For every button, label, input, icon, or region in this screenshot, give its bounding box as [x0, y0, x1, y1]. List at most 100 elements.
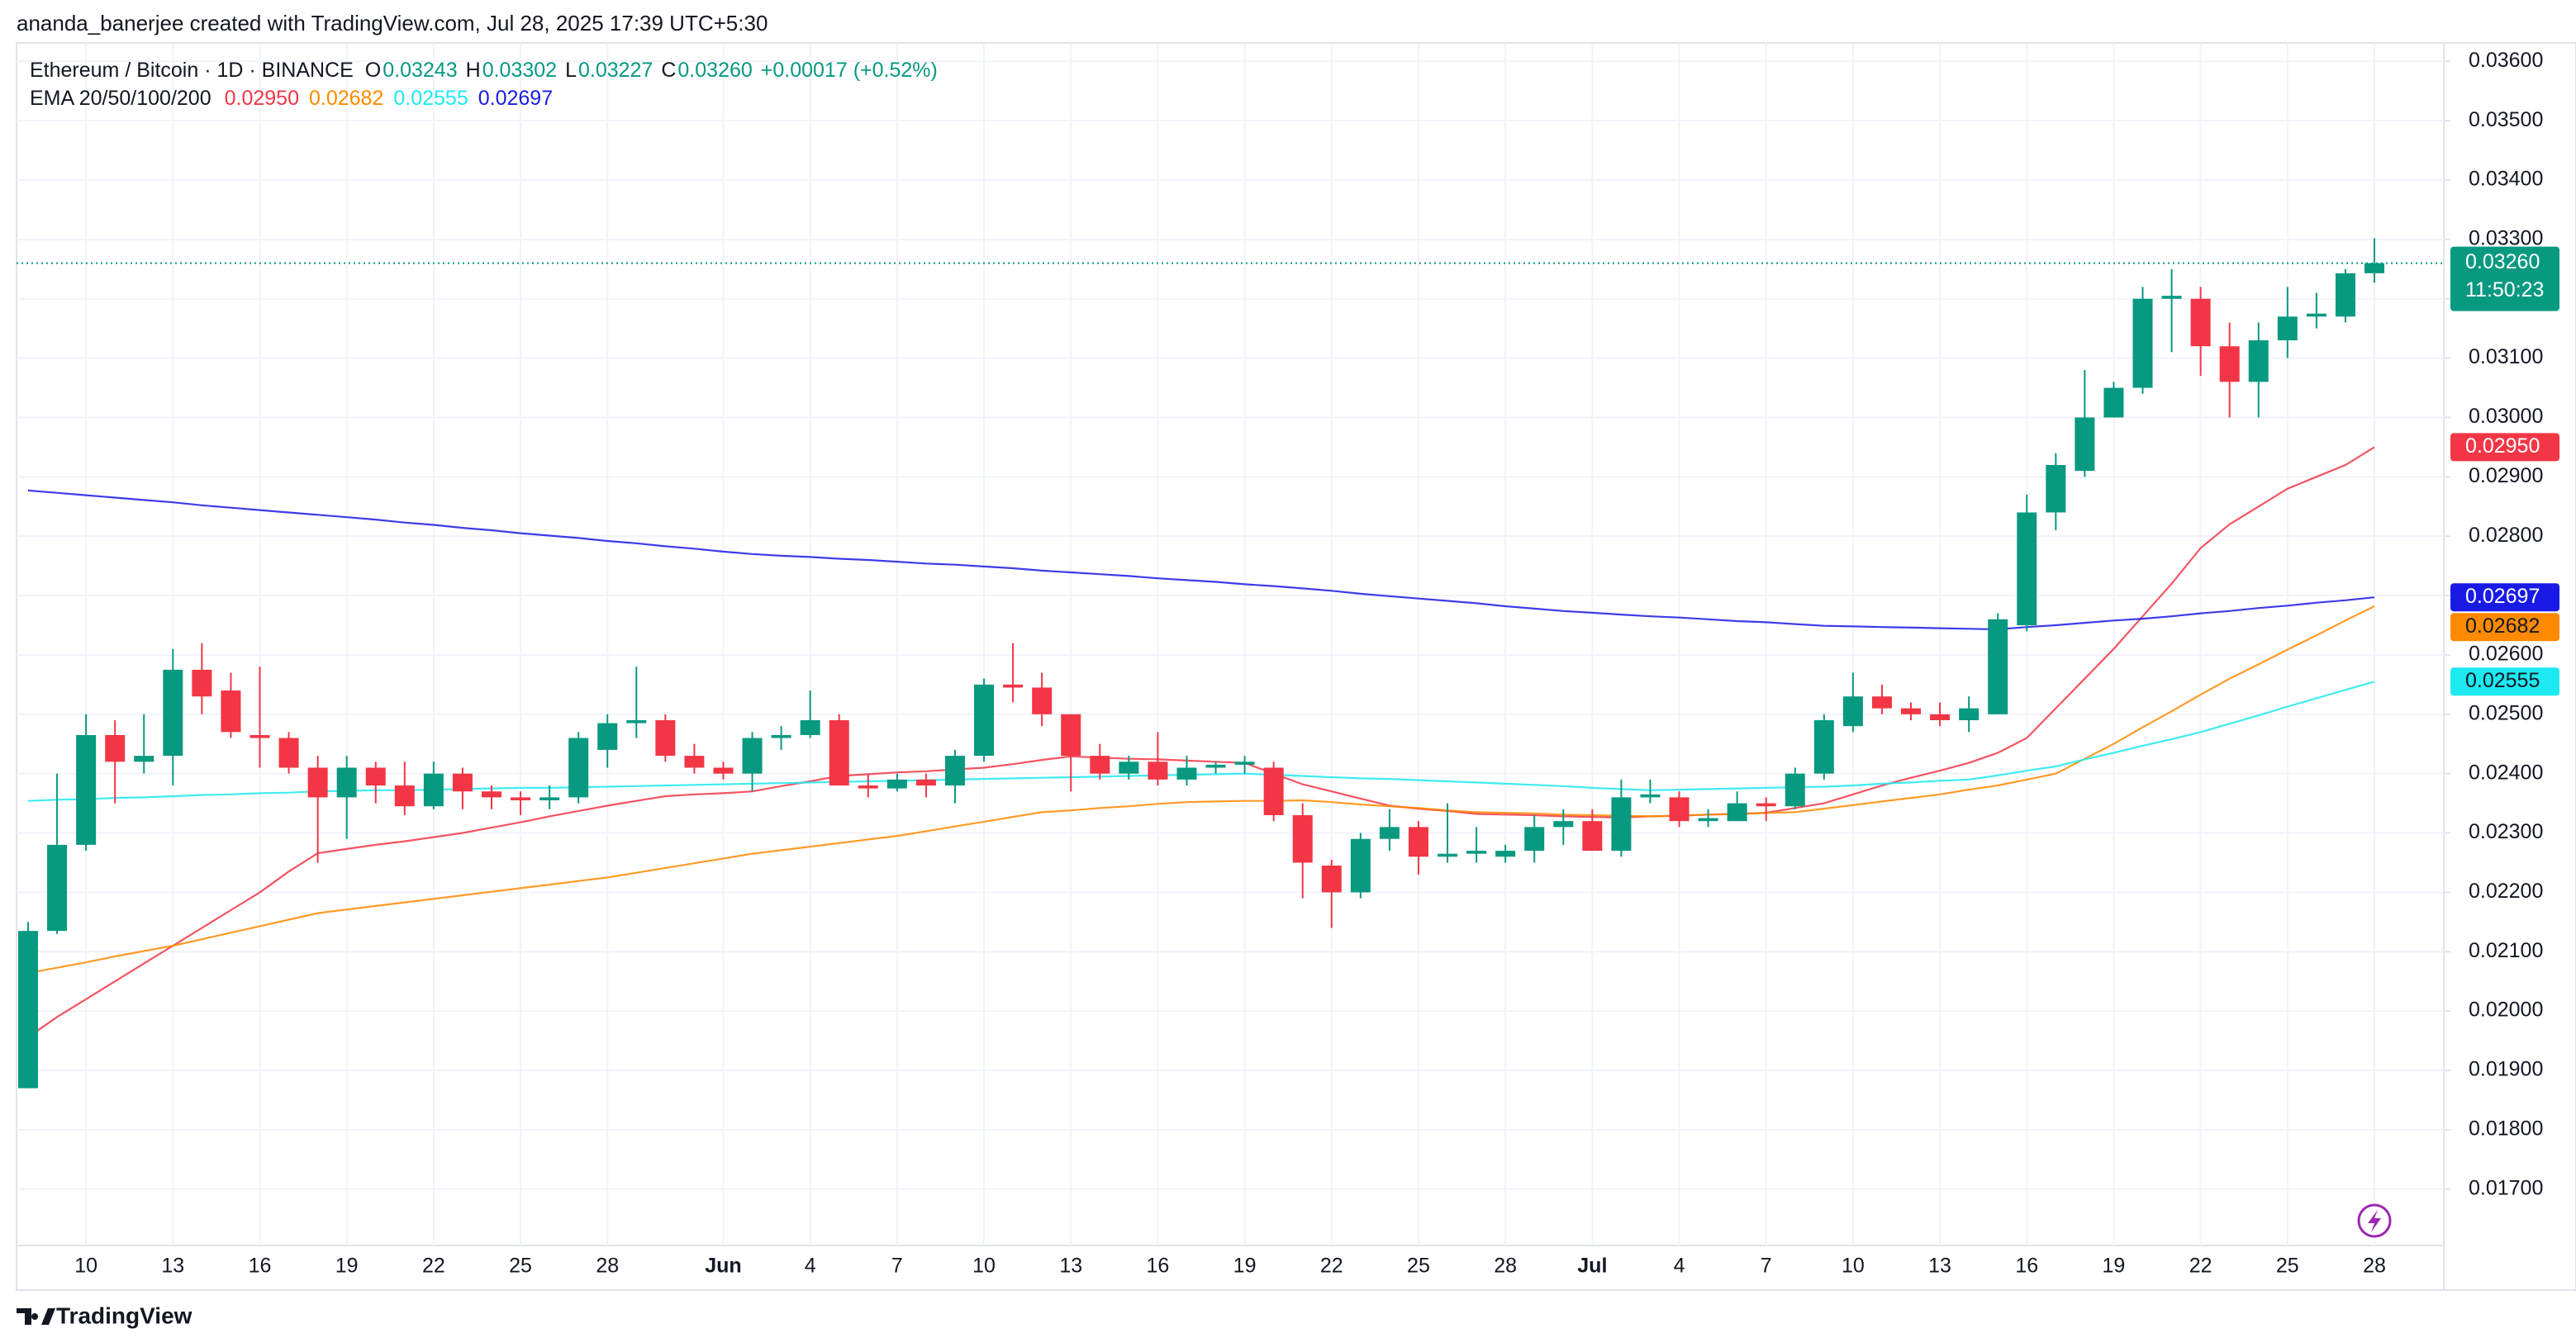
candle-body [2335, 273, 2355, 317]
ema-line [27, 681, 2375, 802]
candle-body [1003, 684, 1024, 688]
x-tick-label: 16 [2015, 1255, 2038, 1278]
candle-body [915, 779, 936, 786]
x-tick-label: 13 [1928, 1255, 1951, 1278]
candle-body [336, 767, 357, 798]
candle-body [221, 690, 241, 733]
y-tick-label: 0.01900 [2469, 1058, 2543, 1081]
ema-value: 0.02555 [393, 87, 468, 110]
x-tick-label: 25 [509, 1255, 532, 1278]
candle-body [1582, 821, 1603, 852]
x-tick-label: 28 [2363, 1255, 2386, 1278]
ema-value: 0.02697 [478, 87, 553, 110]
alert-icon[interactable] [2357, 1203, 2392, 1238]
candle-body [1438, 853, 1458, 857]
candle-body [511, 797, 531, 801]
candle-body [2219, 346, 2240, 382]
indicator-legend: EMA 20/50/100/200 0.02950 0.02682 0.02555 0.… [30, 87, 553, 110]
chart-frame [16, 42, 2576, 1291]
candle-body [1611, 797, 1632, 852]
candle-body [250, 734, 270, 738]
change-value: +0.00017 (+0.52%) [761, 59, 938, 82]
candle-body [2046, 464, 2066, 513]
last-price-badge [2450, 246, 2559, 311]
candle-body [105, 734, 126, 762]
candle-body [858, 785, 878, 789]
candle-body [771, 734, 791, 738]
candle-body [1524, 827, 1545, 852]
candle-body [76, 734, 97, 845]
candle-body [1119, 762, 1139, 774]
candles [18, 238, 2384, 1089]
x-tick-label: Jun [705, 1255, 741, 1278]
candle-body [163, 669, 183, 757]
ema-badge [2450, 667, 2559, 696]
ema-badge-label: 0.02682 [2465, 614, 2540, 638]
y-tick-label: 0.03500 [2469, 108, 2543, 131]
ema-lines [27, 446, 2375, 1038]
grid [17, 43, 2444, 1245]
candle-body [1148, 762, 1168, 780]
y-tick-label: 0.03600 [2469, 49, 2543, 72]
last-price-label: 0.03260 [2465, 250, 2540, 273]
candle-body [1813, 719, 1834, 774]
candle-body [1669, 797, 1690, 822]
candle-body [1901, 708, 1922, 714]
x-tick-label: 22 [1320, 1255, 1343, 1278]
alert-bolt [2368, 1210, 2381, 1232]
x-tick-label: 16 [1147, 1255, 1170, 1278]
x-tick-label: 16 [249, 1255, 272, 1278]
brand-logo [17, 1308, 55, 1325]
candle-body [2075, 417, 2095, 472]
candle-body [2017, 512, 2037, 626]
candle-body [742, 738, 763, 774]
candle-body [1871, 696, 1892, 709]
ohlc-key: H [466, 59, 481, 82]
x-tick-label: 22 [422, 1255, 445, 1278]
candle-body [539, 797, 560, 801]
x-tick-label: 10 [74, 1255, 97, 1278]
y-tick-label: 0.02500 [2469, 701, 2543, 724]
candle-body [944, 756, 965, 786]
y-tick-label: 0.02100 [2469, 939, 2543, 962]
y-tick-label: 0.02900 [2469, 464, 2543, 487]
ema-value: 0.02682 [309, 87, 383, 110]
ema-badge [2450, 583, 2559, 612]
indicator-name: EMA 20/50/100/200 [30, 87, 211, 110]
candle-body [1205, 764, 1226, 768]
candle-body [684, 756, 705, 768]
ohlc-value: 0.03227 [578, 59, 653, 82]
candle-body [365, 767, 386, 786]
candle-body [1263, 767, 1284, 815]
candle-body [1495, 851, 1516, 857]
candle-body [1842, 696, 1863, 727]
countdown-label: 11:50:23 [2465, 278, 2544, 301]
candle-body [597, 723, 618, 750]
candle-body [1408, 827, 1428, 857]
brand-text: TradingView [56, 1302, 192, 1328]
y-tick-label: 0.02200 [2469, 880, 2543, 903]
candle-body [1640, 794, 1661, 798]
candle-body [278, 738, 299, 768]
candle-body [47, 844, 68, 932]
x-tick-label: 28 [1494, 1255, 1517, 1278]
candle-body [829, 719, 849, 786]
ema-badge-label: 0.02555 [2465, 669, 2540, 692]
candle-body [655, 719, 676, 757]
x-tick-label: 19 [1233, 1255, 1257, 1278]
candle-body [2365, 263, 2384, 273]
x-tick-label: 19 [335, 1255, 359, 1278]
x-tick-label: 19 [2103, 1255, 2126, 1278]
candle-body [1785, 773, 1805, 807]
candle-body [1321, 866, 1342, 893]
candle-body [452, 773, 473, 792]
candle-body [1466, 851, 1487, 854]
brand: TradingView [17, 1302, 192, 1328]
y-tick-label: 0.03400 [2469, 168, 2543, 191]
ema-value: 0.02950 [225, 87, 299, 110]
candle-body [192, 669, 212, 697]
x-tick-label: 25 [1407, 1255, 1430, 1278]
x-tick-label: 4 [1674, 1255, 1685, 1278]
x-tick-label: 25 [2276, 1255, 2299, 1278]
